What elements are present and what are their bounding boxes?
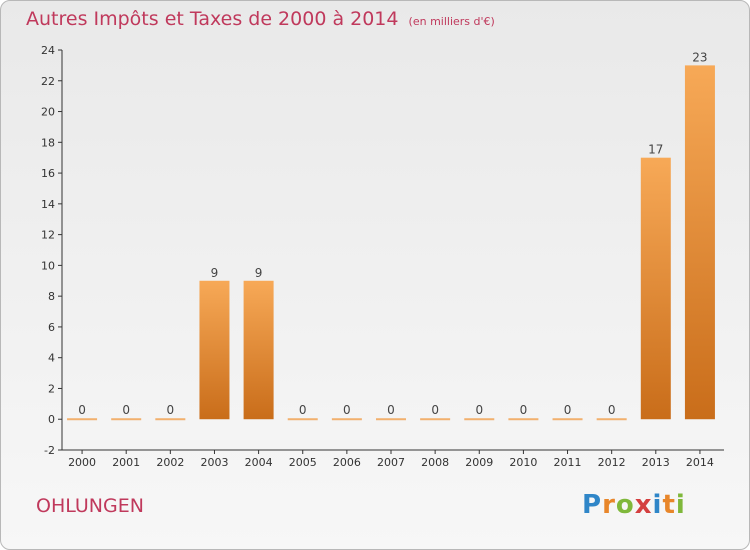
bar — [199, 280, 230, 420]
logo-letter: r — [602, 490, 616, 520]
data-label: 0 — [431, 403, 439, 417]
data-label: 9 — [255, 266, 263, 280]
proxiti-logo[interactable]: Proxiti — [582, 490, 686, 520]
bar — [420, 418, 451, 421]
bar — [640, 157, 671, 420]
x-tick-label: 2010 — [509, 456, 537, 469]
bar — [464, 418, 495, 421]
bar — [243, 280, 274, 420]
logo-letter: i — [675, 490, 686, 520]
logo-letter: P — [582, 490, 603, 520]
y-tick-label: 2 — [48, 382, 55, 395]
bar — [331, 418, 362, 421]
x-tick-label: 2000 — [68, 456, 96, 469]
data-label: 23 — [692, 50, 707, 64]
bar — [376, 418, 406, 421]
y-tick-label: 20 — [41, 106, 55, 119]
logo-letter: i — [652, 490, 663, 520]
y-tick-label: 24 — [41, 44, 55, 57]
data-label: 0 — [475, 403, 483, 417]
data-label: 0 — [564, 403, 572, 417]
data-label: 0 — [387, 403, 395, 417]
data-label: 0 — [167, 403, 175, 417]
y-tick-label: 10 — [41, 259, 55, 272]
logo-letter: x — [634, 490, 653, 520]
y-tick-label: 0 — [48, 413, 55, 426]
x-tick-label: 2012 — [598, 456, 626, 469]
y-tick-label: 16 — [41, 167, 55, 180]
y-tick-label: 8 — [48, 290, 55, 303]
logo-letter: o — [615, 490, 635, 520]
chart-title: Autres Impôts et Taxes de 2000 à 2014 (e… — [26, 8, 495, 30]
x-tick-label: 2008 — [421, 456, 449, 469]
data-label: 0 — [608, 403, 616, 417]
x-tick-label: 2006 — [333, 456, 361, 469]
y-tick-label: 22 — [41, 75, 55, 88]
data-label: 0 — [343, 403, 351, 417]
x-tick-label: 2011 — [554, 456, 582, 469]
y-tick-label: 6 — [48, 321, 55, 334]
y-tick-label: 14 — [41, 198, 55, 211]
x-tick-label: 2014 — [686, 456, 714, 469]
x-tick-label: 2013 — [642, 456, 670, 469]
y-tick-label: 12 — [41, 229, 55, 242]
x-tick-label: 2003 — [200, 456, 228, 469]
logo-letter: t — [662, 490, 676, 520]
bar — [508, 418, 539, 421]
data-label: 0 — [78, 403, 86, 417]
data-label: 17 — [648, 143, 663, 157]
x-tick-label: 2004 — [245, 456, 273, 469]
x-tick-label: 2009 — [465, 456, 493, 469]
y-tick-label: 18 — [41, 136, 55, 149]
data-label: 0 — [520, 403, 528, 417]
y-tick-label: -2 — [44, 444, 55, 457]
bar — [111, 418, 142, 421]
bar — [552, 418, 583, 421]
x-tick-label: 2002 — [156, 456, 184, 469]
bar — [67, 418, 98, 421]
chart-title-unit: (en milliers d'€) — [408, 15, 495, 28]
bar — [684, 65, 715, 420]
x-tick-label: 2001 — [112, 456, 140, 469]
data-label: 0 — [122, 403, 130, 417]
x-tick-label: 2007 — [377, 456, 405, 469]
x-tick-label: 2005 — [289, 456, 317, 469]
bar — [287, 418, 318, 421]
bar — [155, 418, 186, 421]
bar — [596, 418, 627, 421]
y-tick-label: 4 — [48, 352, 55, 365]
commune-name: OHLUNGEN — [36, 495, 144, 517]
data-label: 9 — [211, 266, 219, 280]
data-label: 0 — [299, 403, 307, 417]
chart-title-text: Autres Impôts et Taxes de 2000 à 2014 — [26, 8, 399, 30]
